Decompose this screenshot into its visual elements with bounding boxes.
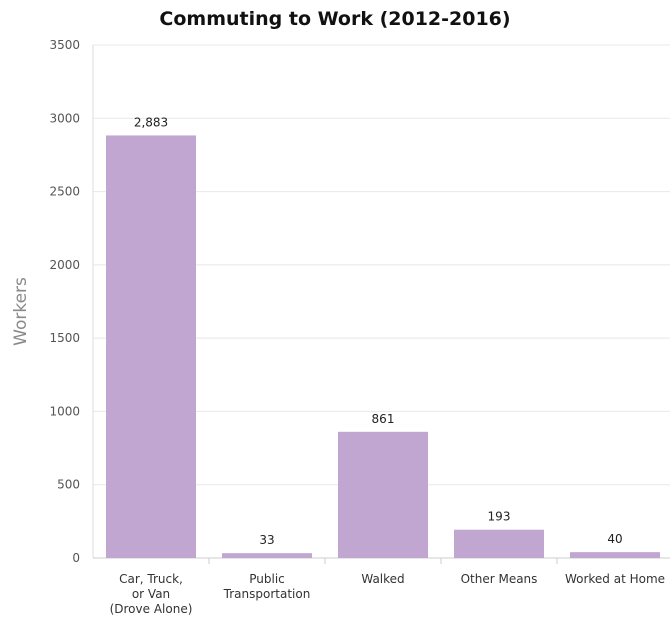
data-label: 861 <box>372 412 395 426</box>
data-label: 40 <box>607 532 622 546</box>
data-label: 2,883 <box>134 115 168 129</box>
y-tick-label: 1000 <box>49 404 80 418</box>
bar <box>338 431 428 558</box>
bar <box>106 135 196 558</box>
x-tick-label-line: Transportation <box>223 587 311 601</box>
y-tick-label: 2500 <box>49 185 80 199</box>
x-tick-label-line: Public <box>249 572 285 586</box>
x-tick-label: Other Means <box>461 572 538 586</box>
data-label: 33 <box>259 533 274 547</box>
bar <box>222 553 312 558</box>
bar <box>454 529 544 558</box>
x-tick-label: Car, Truck, or Van (Drove Alone) <box>110 572 193 616</box>
x-tick-label-line: Other Means <box>461 572 538 586</box>
x-tick-label-line: or Van <box>132 587 170 601</box>
y-tick-label: 2000 <box>49 258 80 272</box>
y-tick-label: 1500 <box>49 331 80 345</box>
data-label: 193 <box>488 510 511 524</box>
chart-title: Commuting to Work (2012-2016) <box>159 8 511 30</box>
x-tick-label: Walked <box>361 572 404 586</box>
x-tick-label-line: (Drove Alone) <box>110 602 193 616</box>
y-axis-title: Workers <box>11 277 31 346</box>
x-tick-label-line: Walked <box>361 572 404 586</box>
y-tick-label: 3500 <box>49 38 80 52</box>
y-tick-label: 3000 <box>49 111 80 125</box>
x-tick-label-line: Worked at Home <box>565 572 665 586</box>
x-tick-label: Public Transportation <box>223 572 311 601</box>
bar <box>570 552 660 558</box>
y-tick-label: 500 <box>57 478 80 492</box>
x-tick-label-line: Car, Truck, <box>119 572 183 586</box>
y-tick-label: 0 <box>72 551 80 565</box>
x-tick-label: Worked at Home <box>565 572 665 586</box>
